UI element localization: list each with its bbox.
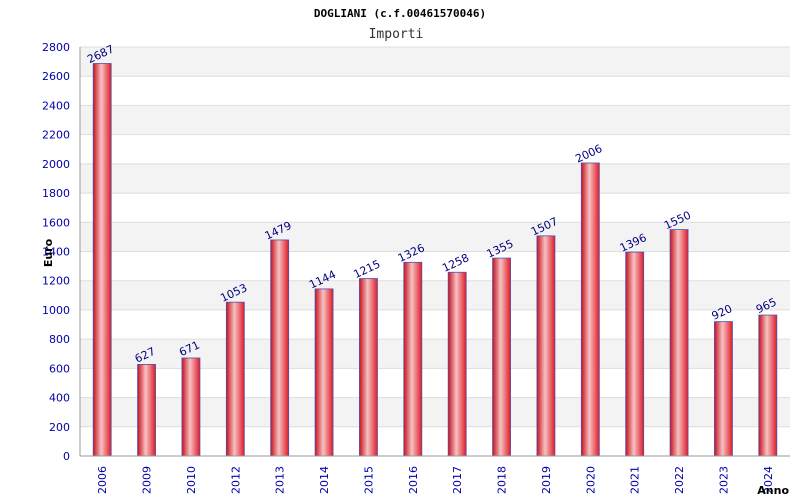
y-tick-label: 2600 bbox=[42, 70, 70, 83]
x-axis-label: Anno bbox=[757, 484, 789, 497]
bar bbox=[447, 271, 467, 457]
x-tick-label: 2021 bbox=[629, 466, 642, 494]
bar bbox=[270, 239, 290, 457]
bar bbox=[536, 235, 556, 457]
x-tick-label: 2015 bbox=[362, 466, 375, 494]
y-tick-label: 2400 bbox=[42, 99, 70, 112]
y-tick-label: 2200 bbox=[42, 129, 70, 142]
bar bbox=[181, 357, 201, 457]
x-tick-label: 2018 bbox=[496, 466, 509, 494]
y-tick-label: 1200 bbox=[42, 275, 70, 288]
x-tick-label: 2016 bbox=[407, 466, 420, 494]
x-tick-label: 2019 bbox=[540, 466, 553, 494]
y-tick-label: 0 bbox=[63, 450, 70, 463]
y-tick-label: 1800 bbox=[42, 187, 70, 200]
bar bbox=[669, 229, 689, 457]
y-tick-label: 200 bbox=[49, 421, 70, 434]
chart-title: DOGLIANI (c.f.00461570046) bbox=[314, 7, 486, 20]
bar bbox=[403, 261, 423, 457]
y-tick-label: 800 bbox=[49, 333, 70, 346]
bar bbox=[492, 257, 511, 457]
x-tick-label: 2020 bbox=[584, 466, 597, 494]
plot-band bbox=[80, 163, 790, 194]
y-tick-label: 2800 bbox=[42, 41, 70, 54]
x-tick-label: 2009 bbox=[141, 466, 154, 494]
bar bbox=[225, 301, 245, 457]
plot-band bbox=[80, 134, 790, 164]
bar bbox=[137, 364, 156, 457]
plot-band bbox=[80, 105, 790, 135]
plot-band bbox=[80, 47, 790, 77]
x-tick-label: 2023 bbox=[717, 466, 730, 494]
y-tick-label: 1000 bbox=[42, 304, 70, 317]
x-tick-labels: 2006 2009 2010 2012 2013 2014 2015 2016 2017 2018… bbox=[96, 466, 775, 494]
x-tick-label: 2022 bbox=[673, 466, 686, 494]
y-tick-labels: 0 200 400 600 800 1000 1200 1400 1600 1800 2000 220… bbox=[42, 41, 70, 463]
bar bbox=[314, 288, 334, 457]
bar bbox=[580, 162, 600, 457]
axes bbox=[79, 47, 790, 457]
y-tick-label: 2000 bbox=[42, 158, 70, 171]
y-tick-label: 1400 bbox=[42, 246, 70, 259]
y-axis-label: Euro bbox=[42, 238, 55, 267]
x-tick-label: 2013 bbox=[274, 466, 287, 494]
x-tick-label: 2006 bbox=[96, 466, 109, 494]
bar bbox=[359, 278, 378, 457]
chart-subtitle: Importi bbox=[369, 27, 424, 42]
bars bbox=[92, 63, 778, 457]
y-tick-label: 400 bbox=[49, 392, 70, 405]
bar bbox=[758, 314, 778, 457]
x-tick-label: 2024 bbox=[762, 466, 775, 494]
x-tick-label: 2017 bbox=[451, 466, 464, 494]
x-tick-label: 2014 bbox=[318, 466, 331, 494]
x-tick-label: 2012 bbox=[229, 466, 242, 494]
y-tick-label: 600 bbox=[49, 362, 70, 375]
y-tick-label: 1600 bbox=[42, 216, 70, 229]
plot-band bbox=[80, 193, 790, 223]
plot-band bbox=[80, 76, 790, 106]
bar bbox=[92, 63, 112, 457]
x-tick-label: 2010 bbox=[185, 466, 198, 494]
bar bbox=[625, 251, 645, 457]
bar bbox=[714, 321, 733, 457]
